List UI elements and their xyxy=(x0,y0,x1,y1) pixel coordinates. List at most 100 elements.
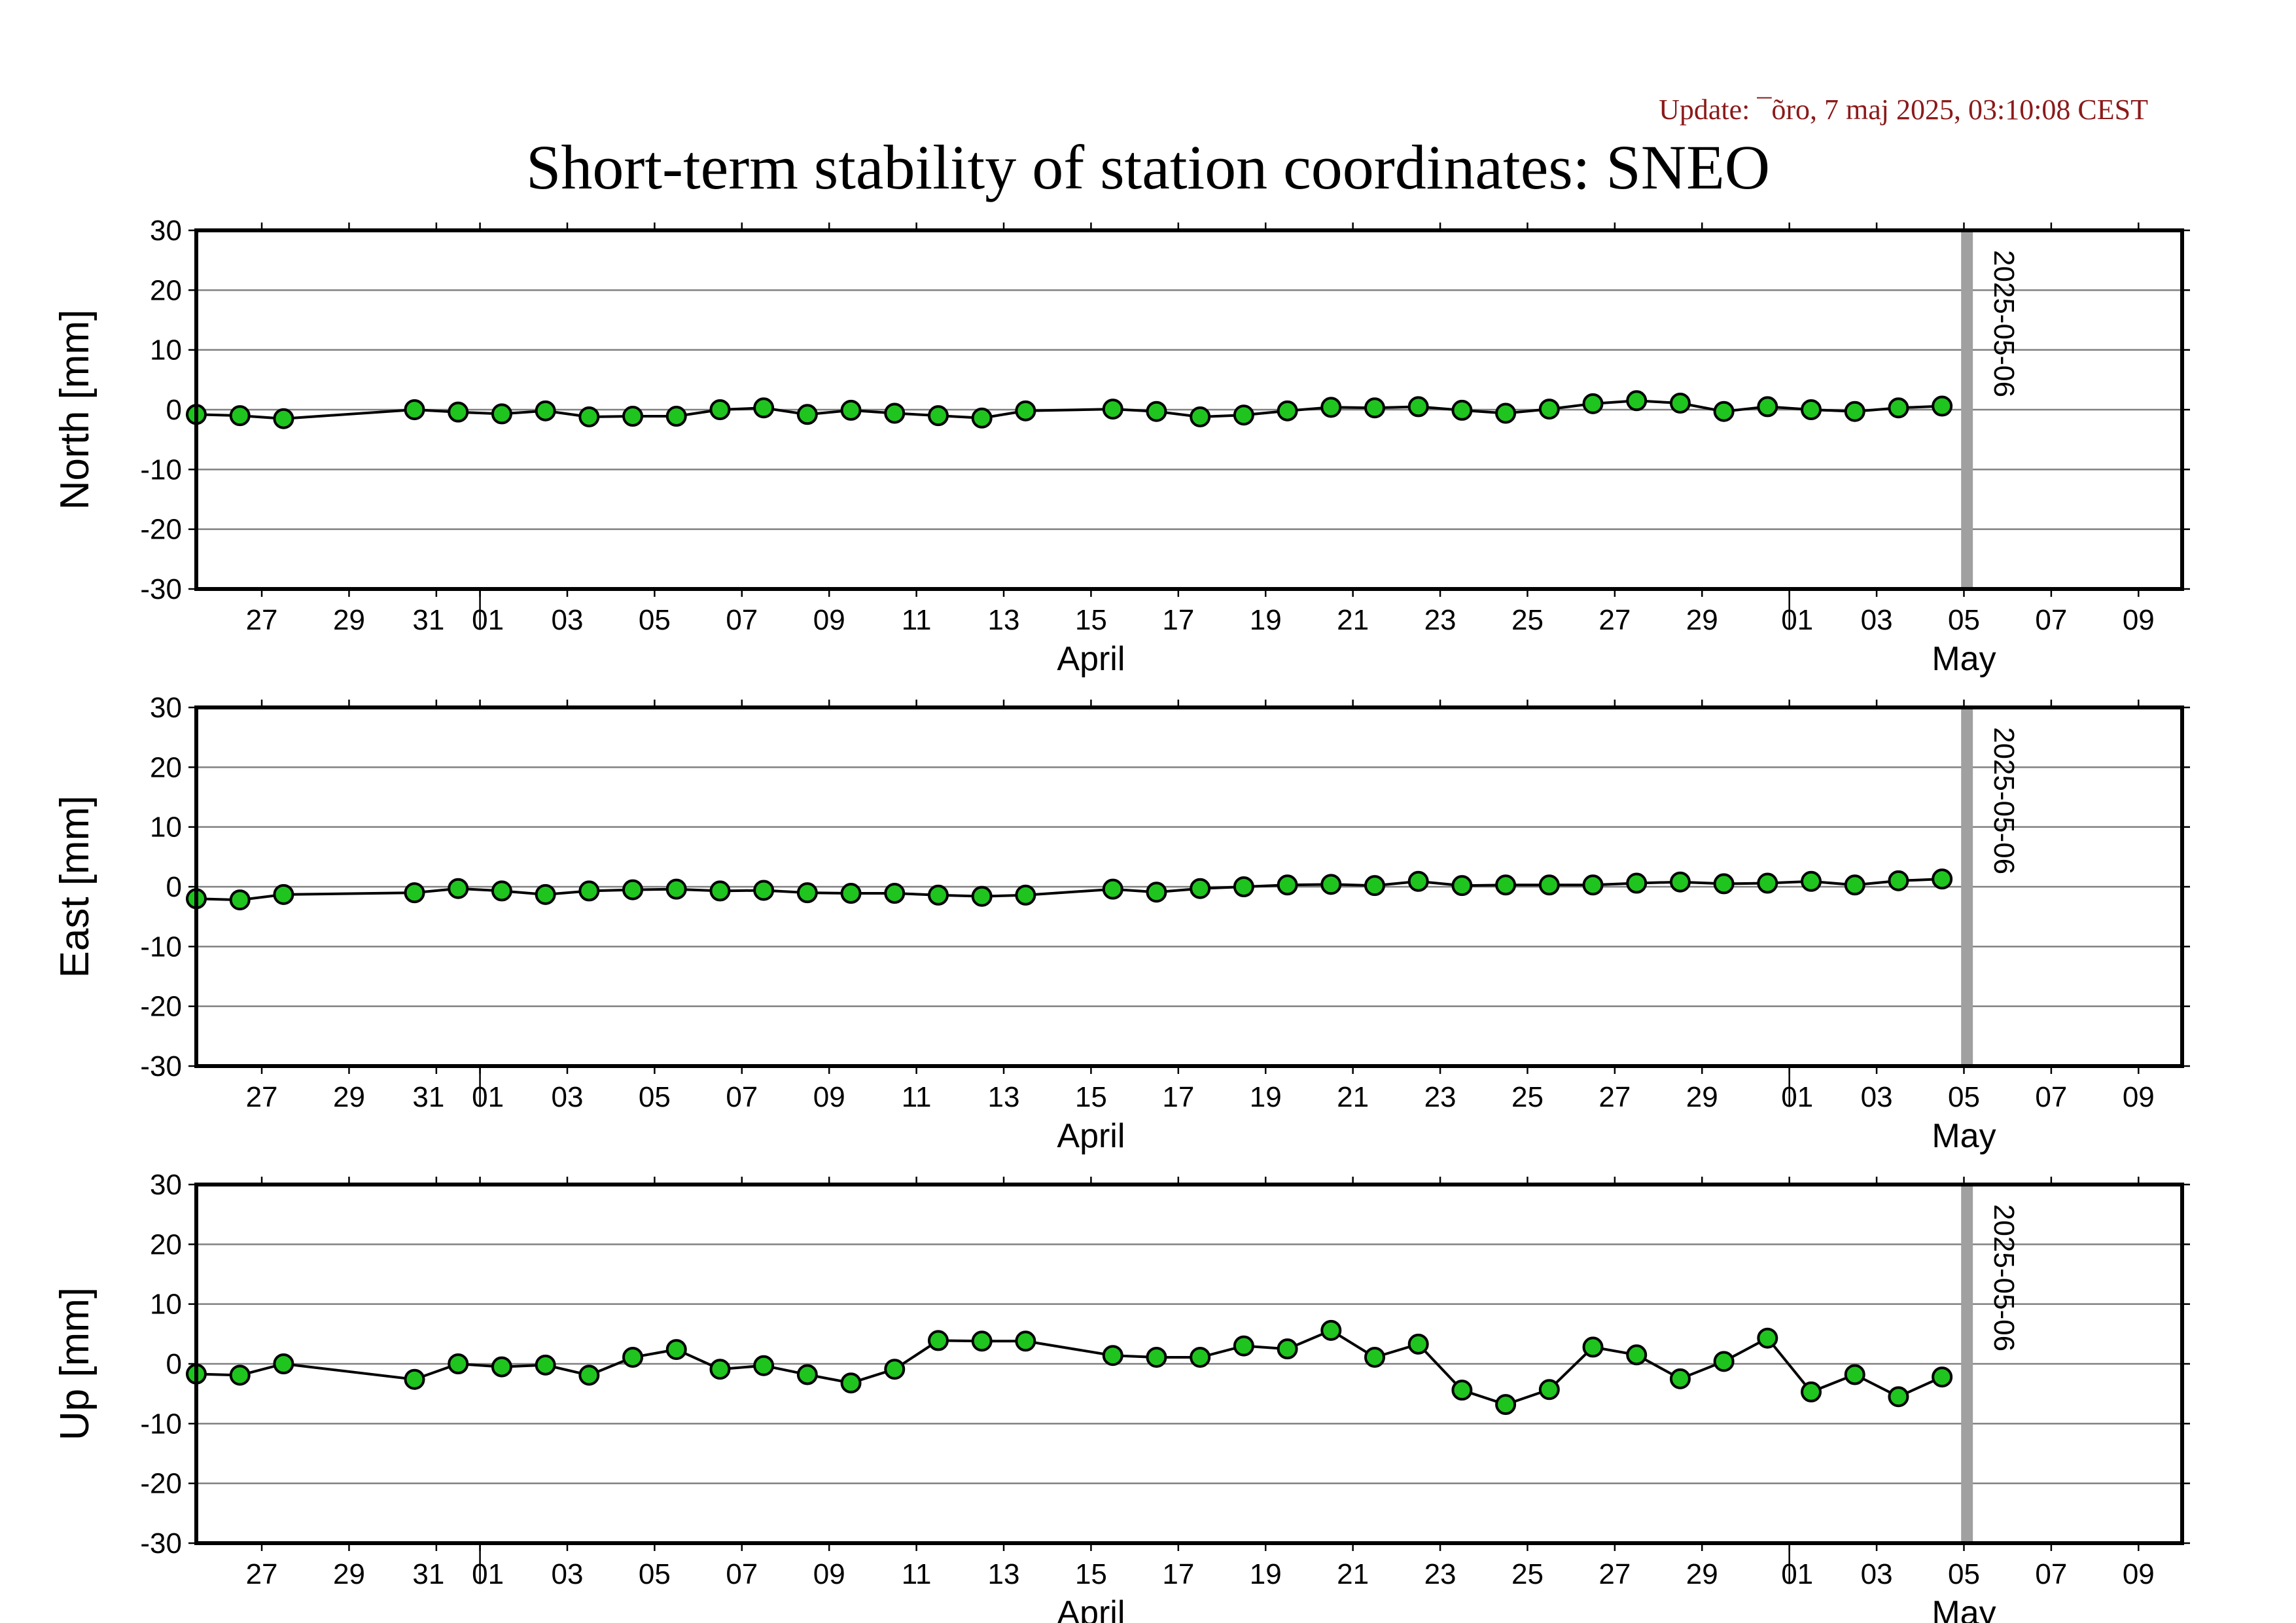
data-point xyxy=(578,880,600,902)
data-point xyxy=(1582,393,1604,414)
x-tick-label: 21 xyxy=(1337,1558,1369,1590)
y-tick-label: -10 xyxy=(140,1408,182,1440)
x-tick-label: 15 xyxy=(1075,1081,1107,1113)
y-axis-label: Up [mm] xyxy=(52,1287,97,1440)
y-tick-label: 10 xyxy=(150,812,182,844)
data-point xyxy=(1888,1386,1909,1408)
y-tick-label: 20 xyxy=(150,274,182,306)
x-tick-label: 09 xyxy=(813,1081,845,1113)
x-tick-label: 13 xyxy=(988,1558,1020,1590)
data-point xyxy=(1757,872,1778,894)
x-tick-label: 07 xyxy=(2035,604,2067,636)
y-tick-label: 30 xyxy=(150,1169,182,1201)
data-point xyxy=(448,1353,469,1374)
data-point xyxy=(1669,392,1691,414)
chart-title: Short-term stability of station coordina… xyxy=(525,132,1771,202)
y-tick-label: 10 xyxy=(150,1289,182,1321)
x-tick-label: 31 xyxy=(412,1558,444,1590)
y-tick-label: -10 xyxy=(140,931,182,963)
x-tick-label: 05 xyxy=(639,1558,671,1590)
data-point xyxy=(1364,1346,1385,1368)
x-tick-label: 29 xyxy=(1686,604,1718,636)
data-point xyxy=(840,1372,862,1394)
x-tick-label: 23 xyxy=(1424,1558,1457,1590)
data-point xyxy=(884,883,906,904)
x-tick-label: 25 xyxy=(1511,604,1544,636)
data-point xyxy=(709,399,731,420)
y-tick-label: 30 xyxy=(150,692,182,724)
data-point xyxy=(535,400,556,421)
y-tick-label: -30 xyxy=(140,1527,182,1560)
data-point xyxy=(1888,870,1909,891)
data-point xyxy=(491,1356,512,1378)
data-point xyxy=(1190,878,1211,899)
data-point xyxy=(404,882,425,904)
data-point xyxy=(535,883,556,905)
x-tick-label: 03 xyxy=(552,604,584,636)
x-month-label: May xyxy=(1932,1594,1996,1623)
data-point xyxy=(1713,873,1735,895)
x-tick-label: 09 xyxy=(2123,1558,2155,1590)
data-point xyxy=(1407,1333,1429,1355)
data-point xyxy=(665,1339,687,1361)
data-point xyxy=(709,880,731,902)
data-point xyxy=(1190,406,1211,427)
panel-east: 30 20 10 0 -10 -20 -30 27 29 31 01 03 05 07 09 11 13 15 17… xyxy=(52,692,2190,1155)
data-point xyxy=(1801,1381,1822,1402)
x-tick-label: 01 xyxy=(472,1081,504,1113)
data-point xyxy=(1669,871,1691,893)
data-point xyxy=(622,406,644,427)
y-tick-label: 30 xyxy=(150,215,182,247)
data-point xyxy=(273,1353,294,1374)
y-tick-label: 10 xyxy=(150,334,182,366)
x-tick-label: 03 xyxy=(1861,604,1893,636)
data-point xyxy=(448,401,469,423)
data-point xyxy=(971,1330,993,1352)
data-point xyxy=(1320,1319,1342,1341)
x-tick-label: 13 xyxy=(988,604,1020,636)
data-point xyxy=(1844,401,1865,422)
x-tick-label: 27 xyxy=(246,604,278,636)
x-tick-label: 19 xyxy=(1250,604,1282,636)
x-tick-label: 07 xyxy=(726,1558,758,1590)
data-point xyxy=(1538,399,1560,420)
data-point xyxy=(1190,1346,1211,1368)
x-tick-label: 15 xyxy=(1075,604,1107,636)
x-tick-label: 29 xyxy=(1686,1558,1718,1590)
data-point xyxy=(1844,874,1865,896)
x-tick-label: 01 xyxy=(1781,1081,1813,1113)
x-tick-label: 07 xyxy=(726,604,758,636)
data-point xyxy=(448,878,469,899)
data-point xyxy=(1015,1330,1036,1352)
y-tick-label: -30 xyxy=(140,573,182,605)
data-point xyxy=(229,889,251,911)
data-point xyxy=(1932,1366,1953,1388)
data-point xyxy=(884,1359,906,1380)
x-tick-label: 05 xyxy=(639,604,671,636)
x-tick-label: 03 xyxy=(552,1081,584,1113)
y-tick-label: 0 xyxy=(166,1348,182,1380)
x-month-label: May xyxy=(1932,1117,1996,1155)
x-tick-label: 19 xyxy=(1250,1081,1282,1113)
x-tick-label: 29 xyxy=(333,1081,365,1113)
data-point xyxy=(1495,402,1517,424)
data-point xyxy=(578,1364,600,1386)
date-marker-label: 2025-05-06 xyxy=(1988,1204,2020,1351)
data-point xyxy=(796,404,818,425)
data-point xyxy=(1757,1327,1778,1349)
data-point xyxy=(1495,1394,1517,1416)
x-tick-label: 01 xyxy=(1781,1558,1813,1590)
x-tick-label: 31 xyxy=(412,1081,444,1113)
y-tick-label: -10 xyxy=(140,454,182,486)
y-tick-label: 20 xyxy=(150,1228,182,1260)
data-point xyxy=(1757,396,1778,418)
data-point xyxy=(1146,1346,1167,1368)
data-point xyxy=(1538,1379,1560,1400)
data-point xyxy=(1146,401,1167,422)
data-point xyxy=(665,406,687,427)
data-point xyxy=(1233,404,1254,426)
x-tick-label: 17 xyxy=(1162,1558,1194,1590)
x-tick-label: 07 xyxy=(2035,1558,2067,1590)
data-point xyxy=(1407,870,1429,892)
data-point xyxy=(622,879,644,901)
